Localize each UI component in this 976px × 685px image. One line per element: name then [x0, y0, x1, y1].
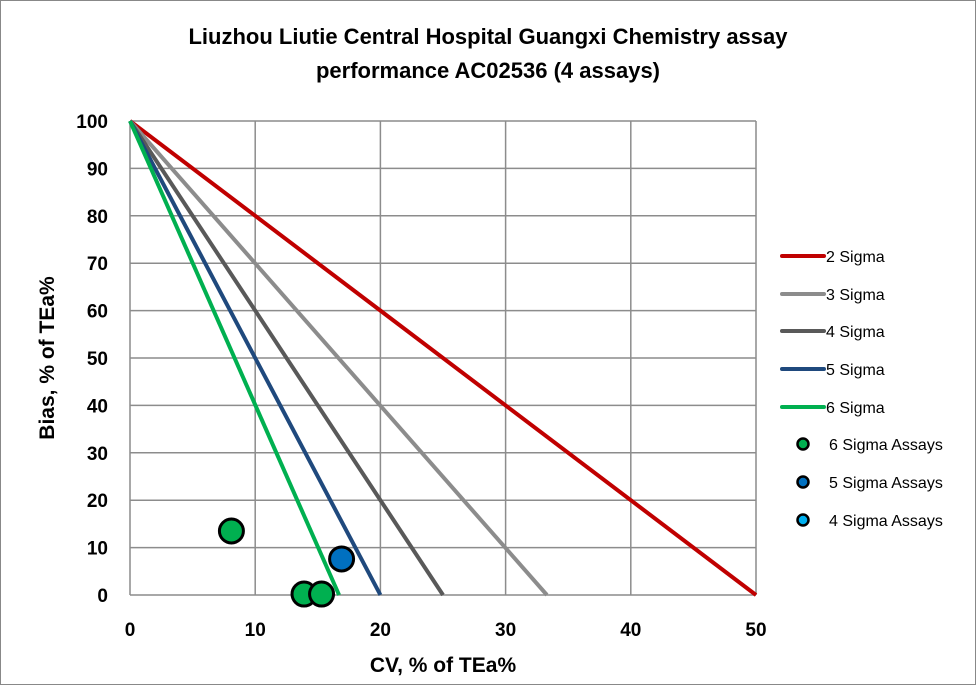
x-tick-label: 30 — [495, 620, 516, 641]
legend-label: 6 Sigma Assays — [829, 437, 943, 454]
x-axis-label: CV, % of TEa% — [370, 654, 517, 677]
y-tick-label: 0 — [97, 586, 108, 607]
chart-title-line1: Liuzhou Liutie Central Hospital Guangxi … — [188, 24, 788, 49]
y-tick-label: 60 — [87, 302, 108, 323]
assay-point — [217, 517, 245, 545]
sigma-line — [128, 119, 549, 597]
x-tick-label: 10 — [245, 620, 266, 641]
y-tick-label: 10 — [87, 539, 108, 560]
sigma-lines — [128, 119, 758, 597]
sigma-line — [128, 119, 445, 597]
legend-marker-swatch — [796, 513, 810, 527]
assay-point — [308, 580, 336, 608]
y-tick-label: 50 — [87, 349, 108, 370]
legend-label: 5 Sigma Assays — [829, 475, 943, 492]
y-tick-label: 100 — [76, 112, 108, 133]
y-tick-label: 80 — [87, 207, 108, 228]
legend-label: 2 Sigma — [826, 249, 885, 266]
y-tick-label: 20 — [87, 491, 108, 512]
x-tick-label: 50 — [745, 620, 766, 641]
y-tick-label: 70 — [87, 254, 108, 275]
x-tick-label: 40 — [620, 620, 641, 641]
legend-marker-swatch — [796, 475, 810, 489]
legend-label: 4 Sigma — [826, 324, 885, 341]
chart-title-line2: performance AC02536 (4 assays) — [315, 58, 661, 83]
x-tick-label: 0 — [125, 620, 136, 641]
y-axis-label: Bias, % of TEa% — [36, 276, 59, 440]
assay-points — [217, 517, 356, 608]
assay-point — [328, 545, 356, 573]
sigma-line — [128, 119, 758, 597]
chart-title: Liuzhou Liutie Central Hospital Guangxi … — [0, 20, 976, 88]
legend-label: 6 Sigma — [826, 400, 885, 417]
legend-label: 3 Sigma — [826, 287, 885, 304]
legend-label: 4 Sigma Assays — [829, 513, 943, 530]
legend-marker-swatch — [796, 437, 810, 451]
x-tick-label: 20 — [370, 620, 391, 641]
sigma-line — [128, 120, 383, 596]
y-tick-label: 30 — [87, 444, 108, 465]
legend: 2 Sigma 3 Sigma 4 Sigma 5 Sigma 6 Sigma 6 Sig… — [780, 249, 943, 530]
legend-label: 5 Sigma — [826, 362, 885, 379]
sigma-line — [128, 120, 341, 596]
y-tick-label: 40 — [87, 396, 108, 417]
axis-ticks: 0 10 20 30 40 50 0 10 20 30 40 50 60 70 80 90 100 — [76, 112, 766, 641]
y-tick-label: 90 — [87, 159, 108, 180]
